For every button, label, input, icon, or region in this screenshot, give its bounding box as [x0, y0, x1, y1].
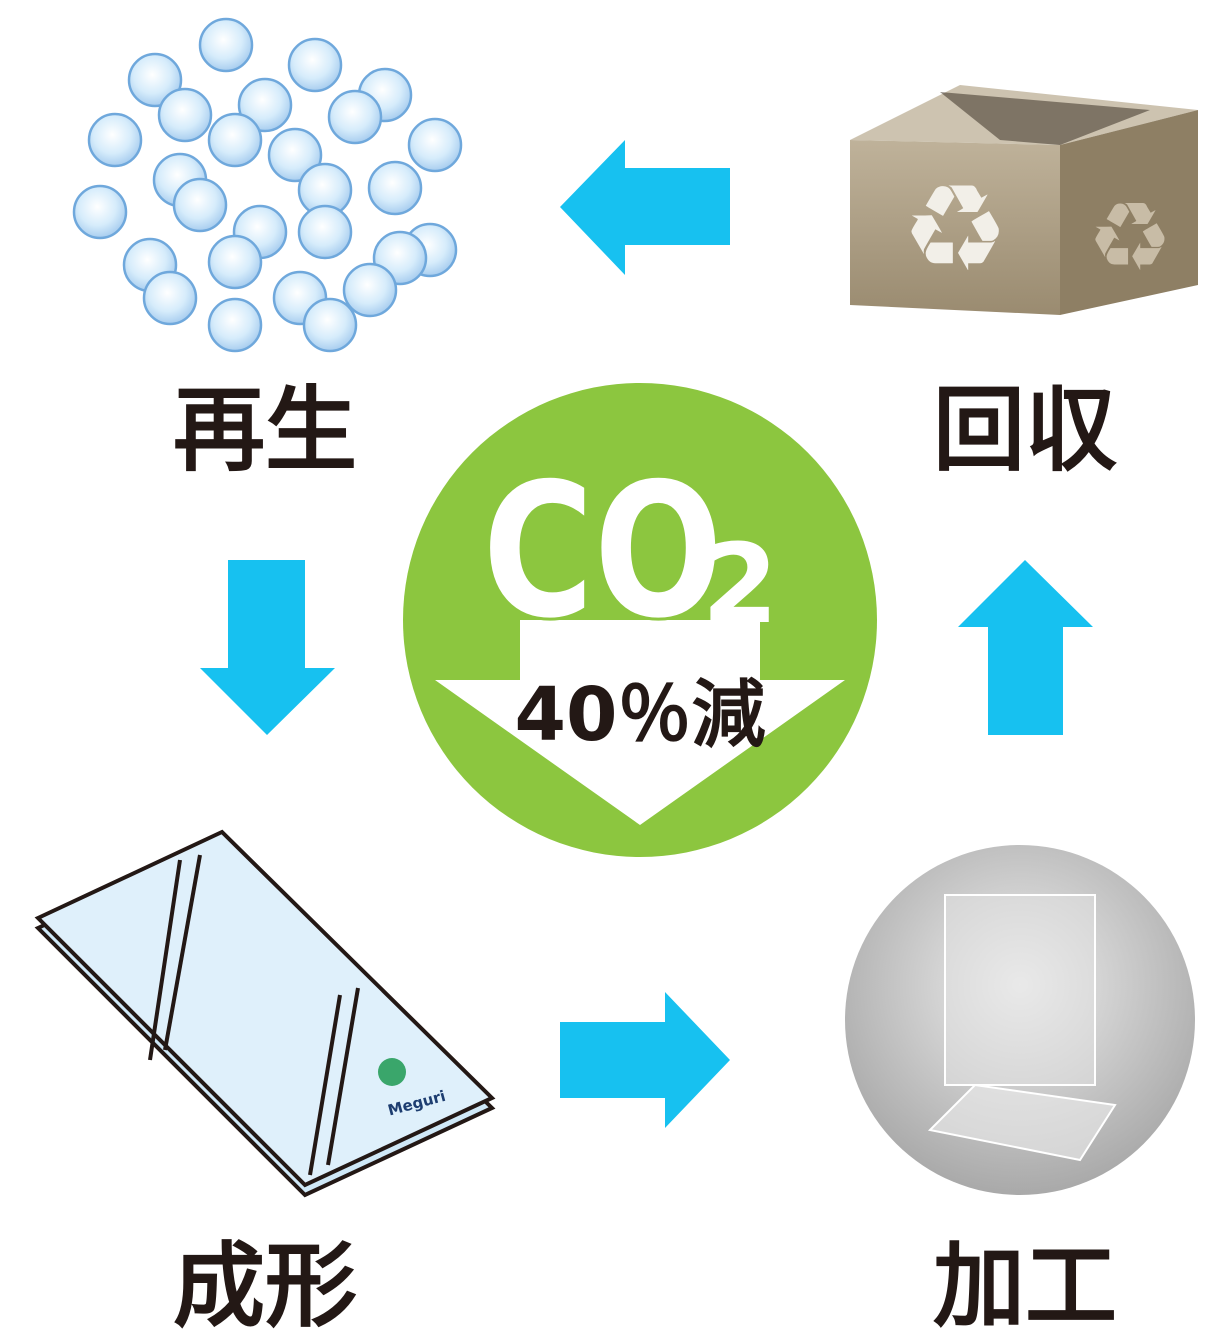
acrylic-stand [845, 845, 1195, 1195]
down-arrow [435, 620, 845, 825]
pellet [327, 89, 383, 145]
step-label: 再生 [173, 377, 357, 484]
pellet [198, 17, 254, 73]
sheet-front [34, 829, 496, 1188]
pellet [172, 177, 228, 233]
co-text: CO [483, 443, 723, 658]
step-label: 回収 [933, 377, 1117, 484]
pellet [267, 127, 323, 183]
pellet [407, 117, 463, 173]
arrow-right [560, 992, 730, 1128]
acrylic-sheet: Meguri [34, 829, 496, 1198]
pellet [297, 204, 353, 260]
pellet [207, 112, 263, 168]
recycle-icon: ♻ [901, 160, 1009, 299]
pellet [207, 234, 263, 290]
sheet-glare [148, 859, 182, 1061]
recycle-box: ♻ ♻ [850, 85, 1198, 315]
pellets [72, 17, 463, 353]
arrow-down [200, 560, 335, 735]
pellet [287, 37, 343, 93]
sheet-glare [308, 994, 342, 1176]
pellet [342, 262, 398, 318]
pellet [87, 112, 143, 168]
box-tape [940, 92, 1150, 145]
pellet [142, 270, 198, 326]
stand-base [927, 1083, 1117, 1162]
step-label: 加工 [933, 1233, 1117, 1331]
arrow-up [958, 560, 1093, 735]
pellet [127, 52, 183, 108]
pellet [157, 87, 213, 143]
sheet-glare [326, 987, 360, 1166]
co2-badge: CO 2 40％減 [403, 383, 877, 857]
pellet [237, 77, 293, 133]
pellet [72, 184, 128, 240]
stand-panel [944, 894, 1096, 1086]
box-front [850, 140, 1060, 315]
reduction-text: 40％減 [515, 672, 766, 758]
pellet [367, 160, 423, 216]
pellet [207, 297, 263, 353]
recycle-icon: ♻ [1087, 183, 1172, 293]
pellet [302, 297, 358, 353]
arrows [200, 140, 1093, 1128]
step-label: 成形 [173, 1233, 357, 1331]
arrow-left [560, 140, 730, 275]
sheet-glare [163, 854, 202, 1051]
subscript: 2 [702, 520, 779, 648]
box-side [1060, 110, 1198, 315]
logo-icon [378, 1058, 406, 1086]
